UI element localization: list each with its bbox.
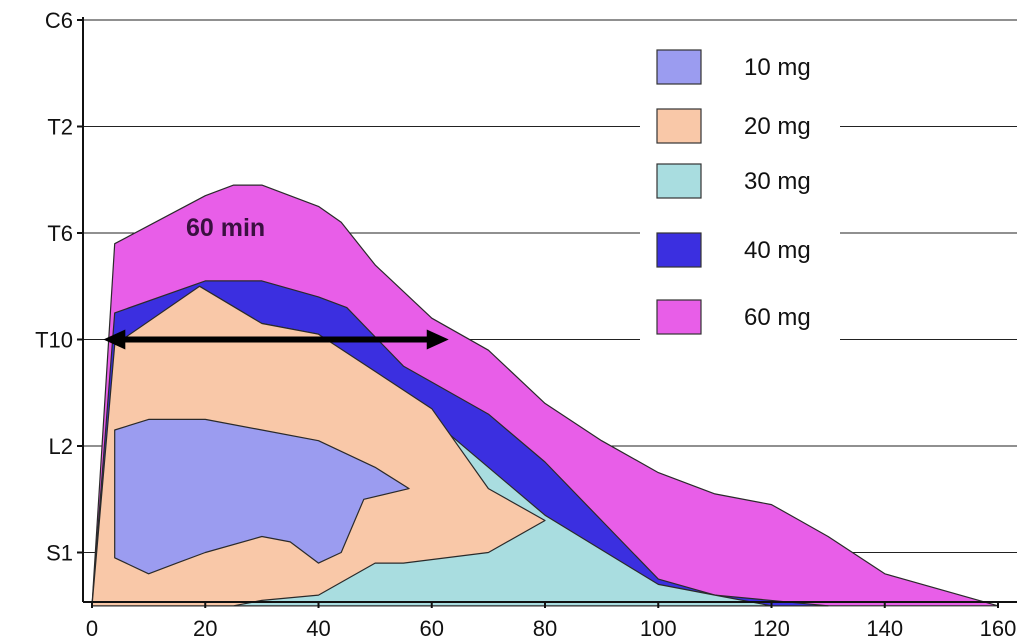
- legend-swatch-10-mg: [656, 49, 702, 85]
- duration-label: 60 min: [186, 214, 265, 242]
- area-10-mg: [114, 418, 410, 575]
- legend-label-10-mg: 10 mg: [744, 54, 811, 81]
- duration-arrow-head-right: [426, 329, 449, 350]
- y-tick-label-t10: T10: [35, 328, 73, 353]
- y-tick-label-t6: T6: [47, 221, 73, 246]
- duration-arrow-head-left: [103, 329, 126, 350]
- legend-label-40-mg: 40 mg: [744, 237, 811, 264]
- x-tick-label-60: 60: [420, 616, 444, 641]
- legend: 10 mg 20 mg 30 mg 40 mg 60 mg: [640, 40, 840, 340]
- legend-label-60-mg: 60 mg: [744, 304, 811, 331]
- legend-swatch-40-mg: [656, 232, 702, 268]
- x-tick-label-160: 160: [980, 616, 1017, 641]
- x-tick-label-100: 100: [640, 616, 677, 641]
- y-tick-label-c6: C6: [45, 8, 73, 33]
- annotation-layer: 60 min: [103, 214, 449, 350]
- x-tick-label-40: 40: [306, 616, 330, 641]
- x-tick-label-80: 80: [533, 616, 557, 641]
- x-tick-label-20: 20: [193, 616, 217, 641]
- x-tick-label-0: 0: [86, 616, 98, 641]
- y-tick-label-s1: S1: [46, 541, 73, 566]
- area-series: [91, 184, 999, 607]
- legend-swatch-60-mg: [656, 299, 702, 335]
- legend-swatch-20-mg: [656, 108, 702, 144]
- axes: C6 T2 T6 T10 L2 S1 0 20 40 60 80 100 120 140 160: [35, 8, 1017, 641]
- y-tick-label-t2: T2: [47, 115, 73, 140]
- x-tick-label-140: 140: [866, 616, 903, 641]
- x-tick-label-120: 120: [753, 616, 790, 641]
- y-tick-label-l2: L2: [49, 434, 73, 459]
- legend-swatch-30-mg: [656, 163, 702, 199]
- legend-label-20-mg: 20 mg: [744, 113, 811, 140]
- legend-label-30-mg: 30 mg: [744, 168, 811, 195]
